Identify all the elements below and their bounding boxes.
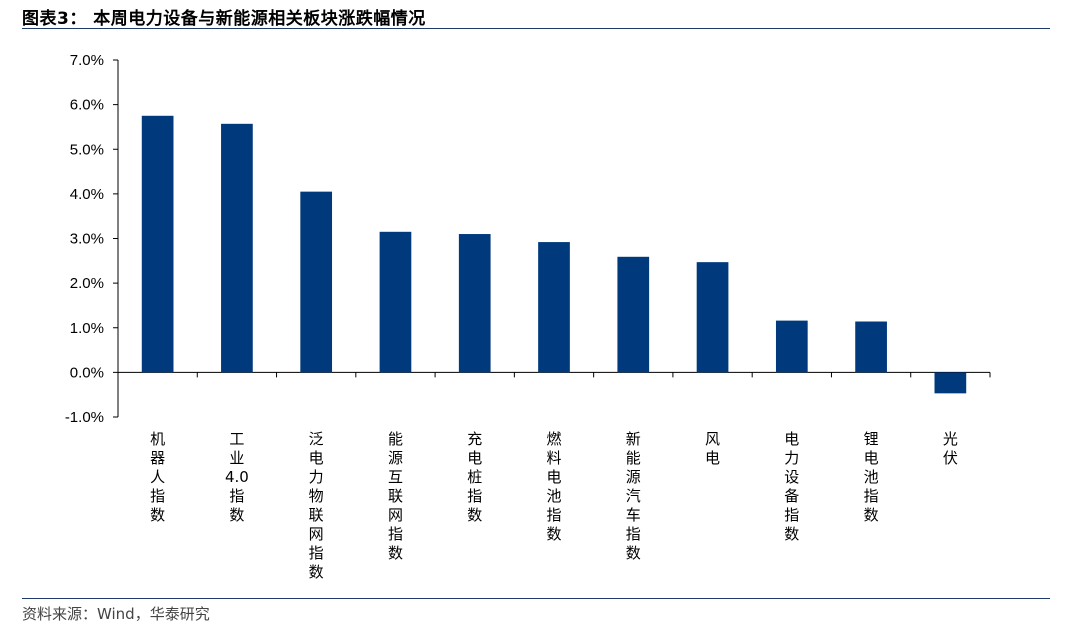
y-tick-label: 5.0% [70, 141, 104, 158]
top-rule [22, 28, 1050, 29]
category-label: 电力设备指数 [784, 430, 799, 543]
source-note: 资料来源：Wind，华泰研究 [22, 605, 210, 623]
bar [617, 256, 650, 373]
bar [379, 231, 412, 373]
bar [855, 321, 887, 373]
y-tick-label: 0.0% [70, 364, 104, 381]
category-label: 燃料电池指数 [546, 430, 561, 543]
bar [696, 262, 729, 373]
bar [934, 372, 967, 394]
bar [458, 234, 491, 373]
bar [221, 123, 253, 373]
category-label: 锂电池指数 [864, 430, 879, 524]
category-label: 泛电力物联网指数 [309, 430, 324, 581]
chart-header: 图表3： 本周电力设备与新能源相关板块涨跌幅情况 [22, 4, 1050, 30]
category-label: 新能源汽车指数 [626, 430, 641, 562]
bar [141, 115, 174, 373]
bar [538, 242, 570, 373]
bar [775, 320, 808, 373]
y-tick-label: 7.0% [70, 52, 104, 69]
y-tick-label: 1.0% [70, 320, 104, 337]
category-label: 光伏 [943, 430, 958, 467]
category-label: 充电桩指数 [467, 430, 482, 524]
y-tick-label: 4.0% [70, 186, 104, 203]
y-tick-label: 3.0% [70, 231, 104, 248]
category-label: 风电 [705, 430, 720, 467]
y-tick-label: 6.0% [70, 97, 104, 114]
bottom-rule [22, 598, 1050, 599]
category-label: 工业 4.0 指数 [225, 430, 249, 524]
bar [300, 191, 333, 373]
figure-title: 图表3： 本周电力设备与新能源相关板块涨跌幅情况 [22, 9, 426, 29]
category-label: 机器人指数 [150, 430, 165, 524]
category-label: 能源互联网指数 [388, 430, 403, 562]
y-tick-label: -1.0% [65, 409, 104, 426]
y-tick-label: 2.0% [70, 275, 104, 292]
